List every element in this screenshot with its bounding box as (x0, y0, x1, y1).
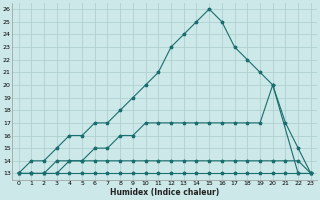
X-axis label: Humidex (Indice chaleur): Humidex (Indice chaleur) (110, 188, 219, 197)
